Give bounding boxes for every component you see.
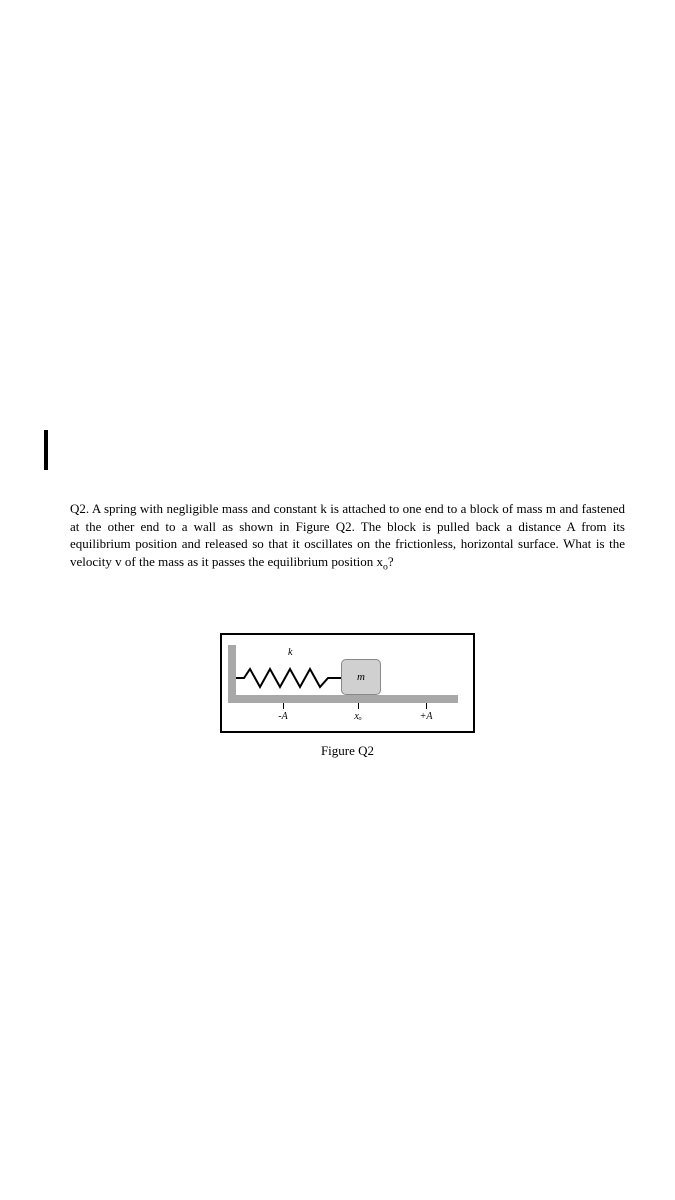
wall [228, 645, 236, 700]
mass-block: m [341, 659, 381, 695]
tick-x0 [358, 703, 359, 709]
figure-box: k m -A xₒ +A [220, 633, 475, 733]
diagram: k m -A xₒ +A [228, 645, 461, 731]
tick-label-neg-a: -A [278, 711, 287, 722]
question-content: Q2. A spring with negligible mass and co… [70, 500, 625, 759]
spring-constant-label: k [288, 647, 292, 658]
tick-label-pos-a: +A [420, 711, 433, 722]
spring-icon [236, 667, 341, 689]
tick-label-x0: xₒ [354, 711, 361, 722]
page-edge-mark [44, 430, 48, 470]
axis-marks: -A xₒ +A [228, 703, 461, 723]
figure-caption: Figure Q2 [321, 743, 374, 759]
figure-container: k m -A xₒ +A Figure Q2 [70, 633, 625, 759]
mass-label: m [357, 671, 365, 683]
question-label: Q2. [70, 501, 89, 516]
question-end: ? [388, 554, 394, 569]
question-text: Q2. A spring with negligible mass and co… [70, 500, 625, 573]
question-body: A spring with negligible mass and consta… [70, 501, 625, 569]
tick-neg-a [283, 703, 284, 709]
spring-path [236, 669, 341, 687]
tick-pos-a [426, 703, 427, 709]
floor [228, 695, 458, 703]
